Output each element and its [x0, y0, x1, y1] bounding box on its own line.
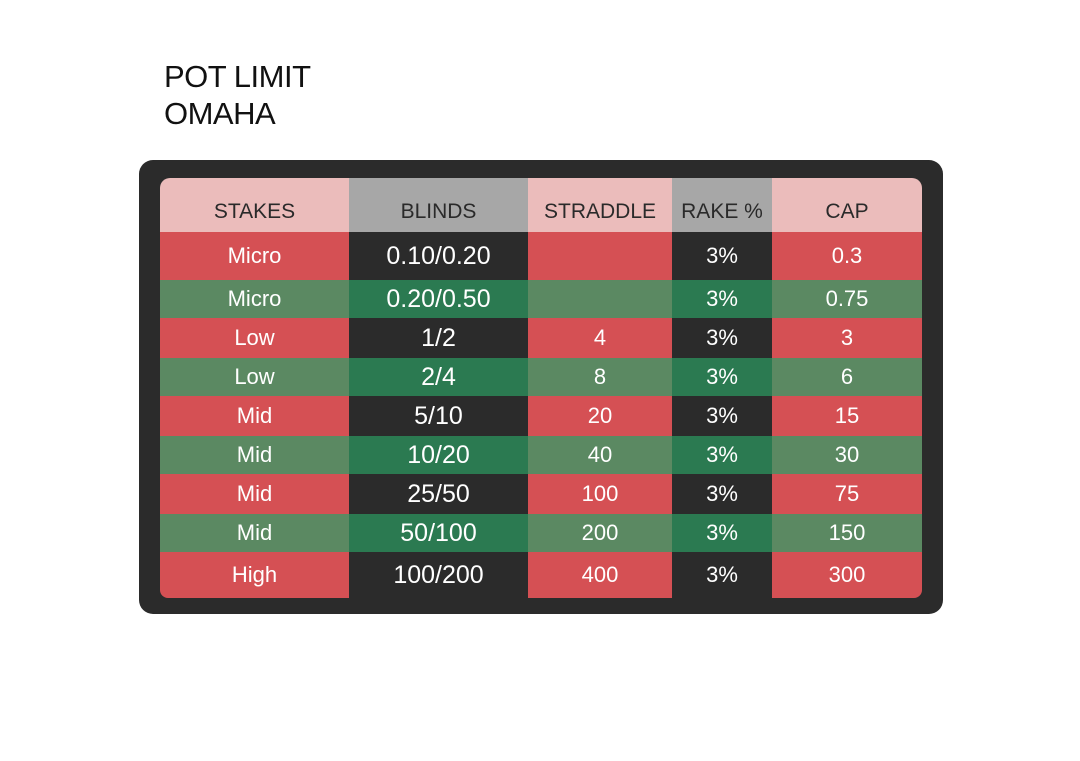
blinds-cell: 5/10: [349, 396, 528, 436]
straddle-cell: 4: [528, 318, 672, 358]
straddle-cell: [528, 280, 672, 318]
blinds-cell: 10/20: [349, 436, 528, 474]
blinds-cell: 50/100: [349, 514, 528, 552]
straddle-cell: 100: [528, 474, 672, 514]
blinds-cell: 1/2: [349, 318, 528, 358]
column-stakes: STAKES Micro Micro Low Low Mid Mid Mid Mid High: [160, 178, 349, 598]
cap-cell: 30: [772, 436, 922, 474]
cap-cell: 300: [772, 552, 922, 598]
straddle-cell: [528, 232, 672, 280]
column-rake: RAKE % 3% 3% 3% 3% 3% 3% 3% 3% 3%: [672, 178, 772, 598]
stakes-cell: Mid: [160, 396, 349, 436]
rake-cell: 3%: [672, 358, 772, 396]
rake-cell: 3%: [672, 396, 772, 436]
page-title: POT LIMIT OMAHA: [164, 58, 311, 132]
column-blinds: BLINDS 0.10/0.20 0.20/0.50 1/2 2/4 5/10 10/20 2…: [349, 178, 528, 598]
blinds-cell: 0.10/0.20: [349, 232, 528, 280]
cap-cell: 15: [772, 396, 922, 436]
straddle-cell: 8: [528, 358, 672, 396]
header-straddle: STRADDLE: [528, 178, 672, 232]
cap-cell: 150: [772, 514, 922, 552]
column-cap: CAP 0.3 0.75 3 6 15 30 75 150 300: [772, 178, 922, 598]
header-stakes: STAKES: [160, 178, 349, 232]
blinds-cell: 25/50: [349, 474, 528, 514]
blinds-cell: 100/200: [349, 552, 528, 598]
cap-cell: 6: [772, 358, 922, 396]
stakes-cell: Low: [160, 358, 349, 396]
header-blinds: BLINDS: [349, 178, 528, 232]
straddle-cell: 40: [528, 436, 672, 474]
column-straddle: STRADDLE 4 8 20 40 100 200 400: [528, 178, 672, 598]
stakes-cell: Micro: [160, 232, 349, 280]
cap-cell: 3: [772, 318, 922, 358]
stakes-cell: Mid: [160, 436, 349, 474]
rake-cell: 3%: [672, 514, 772, 552]
rake-cell: 3%: [672, 280, 772, 318]
rake-cell: 3%: [672, 232, 772, 280]
stakes-cell: Micro: [160, 280, 349, 318]
stakes-cell: Low: [160, 318, 349, 358]
rake-cell: 3%: [672, 552, 772, 598]
rake-table: STAKES Micro Micro Low Low Mid Mid Mid Mid High BL…: [160, 178, 922, 598]
straddle-cell: 20: [528, 396, 672, 436]
title-line-2: OMAHA: [164, 96, 276, 131]
header-cap: CAP: [772, 178, 922, 232]
stakes-cell: High: [160, 552, 349, 598]
title-line-1: POT LIMIT: [164, 59, 311, 94]
blinds-cell: 2/4: [349, 358, 528, 396]
blinds-cell: 0.20/0.50: [349, 280, 528, 318]
cap-cell: 0.75: [772, 280, 922, 318]
straddle-cell: 400: [528, 552, 672, 598]
stakes-cell: Mid: [160, 514, 349, 552]
rake-cell: 3%: [672, 318, 772, 358]
straddle-cell: 200: [528, 514, 672, 552]
cap-cell: 75: [772, 474, 922, 514]
cap-cell: 0.3: [772, 232, 922, 280]
rake-cell: 3%: [672, 474, 772, 514]
header-rake: RAKE %: [672, 178, 772, 232]
rake-cell: 3%: [672, 436, 772, 474]
stakes-cell: Mid: [160, 474, 349, 514]
